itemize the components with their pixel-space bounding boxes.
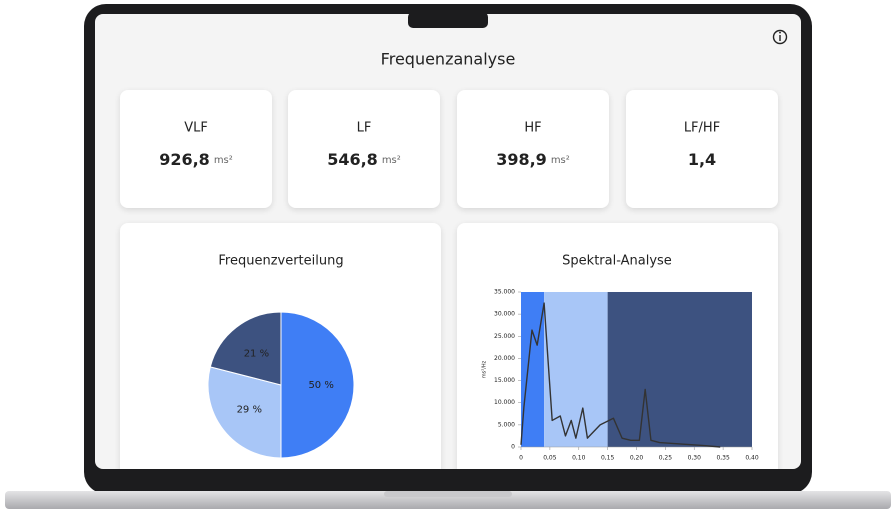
notch — [408, 12, 488, 28]
pie-slice — [207, 366, 282, 459]
y-tick-label: 25.000 — [494, 333, 515, 340]
y-tick-label: 30.000 — [494, 311, 515, 318]
stat-label: HF — [524, 121, 541, 136]
y-tick-label: 15.000 — [494, 377, 515, 384]
panel-title: Frequenzverteilung — [218, 254, 343, 269]
stat-number: 926,8 — [159, 150, 210, 169]
stat-number: 546,8 — [327, 150, 378, 169]
stat-card — [626, 90, 778, 208]
x-tick-label: 0,10 — [572, 455, 586, 462]
stat-label: LF — [357, 121, 372, 136]
base-groove — [384, 491, 512, 497]
stat-value: 398,9 ms² — [496, 150, 570, 169]
panel-title: Spektral-Analyse — [562, 254, 672, 269]
stat-card — [120, 90, 272, 208]
pie-slice — [209, 311, 282, 386]
stat-value: 1,4 — [688, 150, 716, 169]
bottom-bezel — [95, 469, 801, 491]
x-tick-label: 0,35 — [716, 455, 730, 462]
stat-value: 546,8 ms² — [327, 150, 401, 169]
y-tick-label: 35.000 — [494, 289, 515, 296]
stat-card — [288, 90, 440, 208]
slice-label: 29 % — [237, 405, 262, 416]
x-tick-label: 0 — [519, 455, 523, 462]
stat-number: 1,4 — [688, 150, 716, 169]
stat-unit: ms² — [382, 155, 401, 166]
stat-label: LF/HF — [684, 121, 720, 136]
stat-card — [457, 90, 609, 208]
x-tick-label: 0,15 — [601, 455, 615, 462]
frequency-band — [521, 292, 545, 447]
info-button[interactable] — [772, 29, 788, 45]
y-tick-label: 20.000 — [494, 355, 515, 362]
slice-label: 21 % — [244, 348, 269, 359]
y-tick-label: 5.000 — [498, 421, 515, 428]
stat-value: 926,8 ms² — [159, 150, 233, 169]
page-title: Frequenzanalyse — [381, 50, 516, 69]
spectrum-line — [520, 302, 721, 448]
x-tick-label: 0,40 — [745, 455, 759, 462]
x-tick-label: 0,20 — [630, 455, 644, 462]
stat-label: VLF — [184, 121, 208, 136]
stat-number: 398,9 — [496, 150, 547, 169]
y-tick-label: 10.000 — [494, 399, 515, 406]
frequency-band — [544, 292, 608, 447]
stat-unit: ms² — [214, 155, 233, 166]
stat-unit: ms² — [551, 155, 570, 166]
y-tick-label: 0 — [511, 444, 515, 451]
y-axis-label: ms²/Hz — [482, 360, 488, 378]
slice-label: 50 % — [308, 380, 333, 391]
x-tick-label: 0,30 — [688, 455, 702, 462]
laptop-base — [5, 491, 891, 509]
pie-slice — [280, 311, 355, 459]
frequency-band — [607, 292, 752, 447]
x-tick-label: 0,05 — [543, 455, 557, 462]
x-tick-label: 0,25 — [659, 455, 673, 462]
